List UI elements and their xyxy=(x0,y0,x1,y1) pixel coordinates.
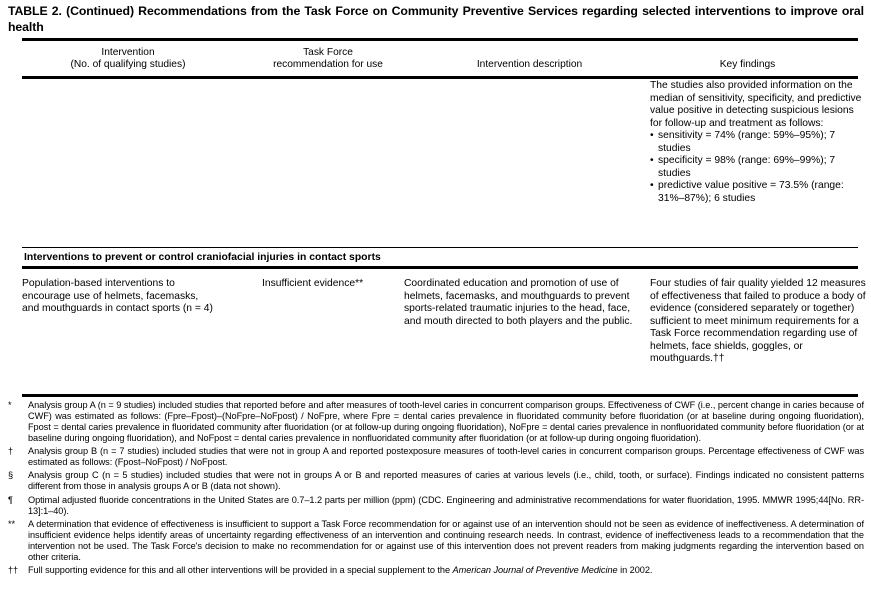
table-row-recommendation: Insufficient evidence** xyxy=(262,278,364,289)
footnote-marker: * xyxy=(8,400,12,410)
footnotes-block: * Analysis group A (n = 9 studies) includ… xyxy=(8,400,864,576)
rule-above-section-heading xyxy=(22,247,858,249)
footnote-text: A determination that evidence of effecti… xyxy=(28,519,864,562)
rule-below-title xyxy=(22,38,858,41)
footnote-text: Analysis group C (n = 5 studies) include… xyxy=(28,470,864,492)
rule-below-section-heading xyxy=(22,266,858,269)
continued-key-findings-list: sensitivity = 74% (range: 59%–95%); 7 st… xyxy=(650,130,862,205)
footnote-marker: †† xyxy=(8,565,19,576)
rule-above-footnotes xyxy=(22,394,858,397)
column-header-intervention: Intervention (No. of qualifying studies) xyxy=(22,47,234,72)
column-header-key-findings-line2: Key findings xyxy=(719,59,776,71)
column-header-recommendation-line1: Task Force xyxy=(303,47,353,58)
rule-below-column-headers xyxy=(22,76,858,79)
list-item: predictive value positive = 73.5% (range… xyxy=(650,180,862,205)
footnote-dagger: † Analysis group B (n = 7 studies) includ… xyxy=(8,446,864,468)
column-header-intervention-line1: Intervention xyxy=(101,47,155,58)
footnote-asterisk: * Analysis group A (n = 9 studies) includ… xyxy=(8,400,864,444)
list-item: sensitivity = 74% (range: 59%–95%); 7 st… xyxy=(650,130,862,155)
column-header-description-line2: Intervention description xyxy=(476,59,583,71)
footnote-section: § Analysis group C (n = 5 studies) includ… xyxy=(8,470,864,492)
footnote-text: Analysis group A (n = 9 studies) include… xyxy=(28,400,864,443)
footnote-text-after: in 2002. xyxy=(617,565,653,576)
table-row-description: Coordinated education and promotion of u… xyxy=(404,278,633,327)
footnote-pilcrow: ¶ Optimal adjusted fluoride concentration… xyxy=(8,495,864,517)
table-row-key-findings: Four studies of fair quality yielded 12 … xyxy=(650,278,866,364)
footnote-text-before: Full supporting evidence for this and al… xyxy=(28,565,453,576)
footnote-marker: § xyxy=(8,470,14,481)
page-title: TABLE 2. (Continued) Recommendations fro… xyxy=(8,4,864,34)
footnote-double-dagger: †† Full supporting evidence for this and … xyxy=(8,565,864,576)
column-header-row: Intervention (No. of qualifying studies)… xyxy=(22,47,858,77)
column-header-key-findings: Key findings xyxy=(637,59,858,71)
section-heading: Interventions to prevent or control cran… xyxy=(24,252,381,263)
footnote-marker: ** xyxy=(8,519,16,530)
column-header-recommendation: Task Force recommendation for use xyxy=(234,47,422,72)
column-header-recommendation-line2: recommendation for use xyxy=(273,59,383,71)
column-header-intervention-line2: (No. of qualifying studies) xyxy=(70,59,186,71)
footnote-text: Optimal adjusted fluoride concentrations… xyxy=(28,494,864,516)
footnote-text: Analysis group B (n = 7 studies) include… xyxy=(28,446,864,468)
column-header-description: Intervention description xyxy=(422,59,637,71)
continued-key-findings-cell: The studies also provided information on… xyxy=(650,80,862,205)
footnote-journal-title: American Journal of Preventive Medicine xyxy=(452,565,618,576)
table-row-intervention: Population-based interventions to encour… xyxy=(22,278,213,314)
footnote-marker: † xyxy=(8,446,14,457)
footnote-double-asterisk: ** A determination that evidence of effec… xyxy=(8,519,864,563)
list-item: specificity = 98% (range: 69%–99%); 7 st… xyxy=(650,155,862,180)
continued-key-findings-intro: The studies also provided information on… xyxy=(650,80,862,129)
footnote-marker: ¶ xyxy=(8,494,13,505)
